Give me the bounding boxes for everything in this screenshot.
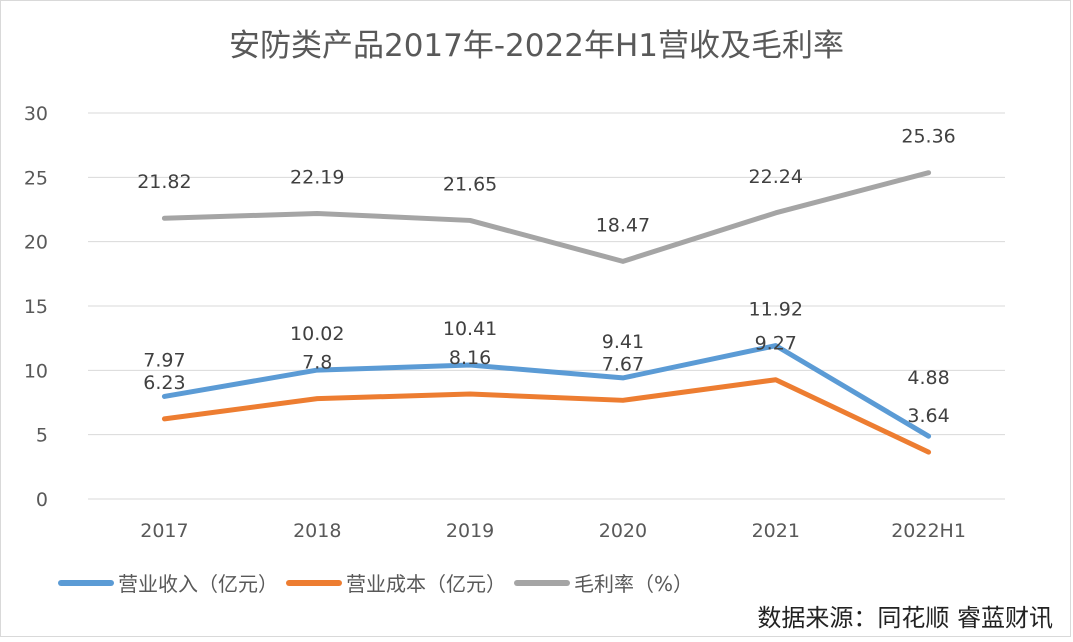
data-label: 10.41 [443, 318, 497, 340]
legend-item: 毛利率（%） [514, 568, 693, 597]
y-tick-label: 25 [24, 167, 48, 189]
data-source: 数据来源：同花顺 睿蓝财讯 [757, 604, 1053, 632]
legend-item: 营业成本（亿元） [286, 568, 506, 597]
series-line [161, 343, 932, 439]
data-label: 9.27 [755, 333, 797, 355]
legend-label: 毛利率（%） [574, 572, 694, 596]
legend-swatch [514, 579, 570, 586]
series-line [161, 377, 932, 455]
data-label: 25.36 [901, 126, 955, 148]
x-tick-label: 2020 [599, 520, 647, 542]
chart-title: 安防类产品2017年-2022年H1营收及毛利率 [228, 28, 844, 64]
data-label: 22.24 [749, 166, 803, 188]
y-tick-label: 15 [24, 296, 48, 318]
legend-label: 营业成本（亿元） [346, 572, 506, 596]
y-tick-label: 20 [24, 232, 48, 254]
x-tick-label: 2018 [293, 520, 341, 542]
series-line [161, 170, 932, 264]
data-label: 9.41 [602, 331, 644, 353]
legend: 营业收入（亿元） 营业成本（亿元） 毛利率（%） [58, 568, 701, 597]
data-label: 18.47 [596, 214, 650, 236]
data-label: 7.67 [602, 353, 644, 375]
legend-swatch [58, 579, 114, 586]
data-label: 6.23 [143, 372, 185, 394]
data-label: 7.97 [143, 349, 185, 371]
data-label: 21.82 [137, 171, 191, 193]
data-label: 10.02 [290, 323, 344, 345]
data-label: 21.65 [443, 173, 497, 195]
data-label: 7.8 [302, 352, 332, 374]
y-tick-label: 0 [36, 489, 48, 511]
data-label: 11.92 [749, 299, 803, 321]
legend-swatch [286, 579, 342, 586]
x-tick-label: 2017 [140, 520, 188, 542]
data-label: 4.88 [907, 367, 949, 389]
legend-item: 营业收入（亿元） [58, 568, 278, 597]
data-label: 3.64 [907, 405, 949, 427]
data-label: 8.16 [449, 347, 491, 369]
y-tick-label: 10 [24, 360, 48, 382]
y-tick-label: 30 [24, 103, 48, 125]
x-tick-label: 2019 [446, 520, 494, 542]
data-label: 22.19 [290, 166, 344, 188]
x-tick-label: 2021 [752, 520, 800, 542]
y-tick-label: 5 [36, 425, 48, 447]
legend-label: 营业收入（亿元） [118, 572, 278, 596]
x-tick-label: 2022H1 [891, 520, 966, 542]
